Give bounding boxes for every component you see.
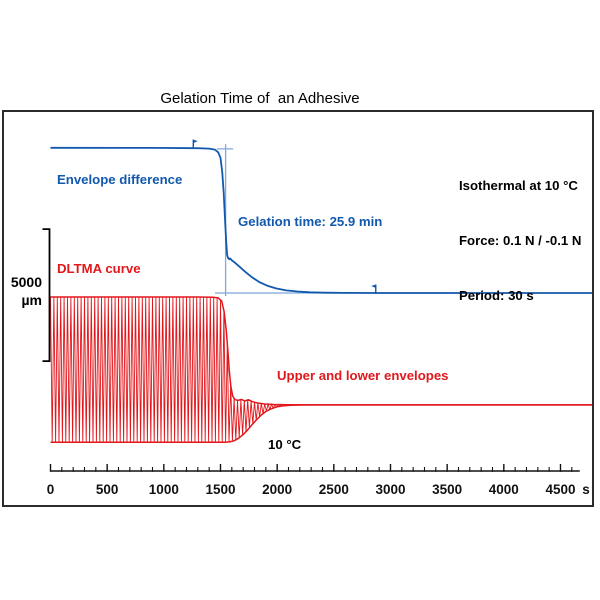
envelope-difference-curve xyxy=(50,146,593,294)
x-axis-tick-label: 1000 xyxy=(149,482,179,497)
x-axis-tick-label: 2500 xyxy=(319,482,349,497)
condition-line-isothermal: Isothermal at 10 °C xyxy=(459,178,578,194)
y-scale-value: 5000 xyxy=(10,274,42,290)
x-axis-tick-label: 4000 xyxy=(489,482,519,497)
x-axis-tick-label: 0 xyxy=(47,482,55,497)
isotherm-temperature-label: 10 °C xyxy=(268,437,302,452)
y-scale-unit: µm xyxy=(21,292,42,308)
chart-title: Gelation Time of an Adhesive xyxy=(160,90,360,107)
upper-lower-envelopes-label: Upper and lower envelopes xyxy=(277,368,449,383)
envelope-difference-label: Envelope difference xyxy=(57,172,183,187)
measurement-conditions: Isothermal at 10 °C Force: 0.1 N / -0.1 … xyxy=(459,141,581,341)
curve-marker-flag-2 xyxy=(371,284,376,288)
dltma-curve-label: DLTMA curve xyxy=(57,261,141,276)
x-axis-tick-label: 3000 xyxy=(375,482,405,497)
x-axis-tick-label: 2000 xyxy=(262,482,292,497)
gelation-time-label: Gelation time: 25.9 min xyxy=(238,214,383,229)
lower-envelope-curve xyxy=(50,404,593,443)
x-axis-tick-label: 500 xyxy=(96,482,119,497)
curve-marker-flag-1 xyxy=(193,139,198,144)
x-axis-unit-label: s xyxy=(582,482,590,497)
condition-line-force: Force: 0.1 N / -0.1 N xyxy=(459,233,582,249)
x-axis-tick-label: 1500 xyxy=(205,482,235,497)
condition-line-period: Period: 30 s xyxy=(459,287,534,303)
x-axis-tick-label: 3500 xyxy=(432,482,462,497)
y-scale-bracket xyxy=(42,228,51,362)
y-scale-label: 5000 µm xyxy=(0,273,42,309)
upper-envelope-curve xyxy=(50,296,593,406)
chart-frame xyxy=(2,110,594,507)
x-axis-tick-label: 4500 xyxy=(545,482,575,497)
